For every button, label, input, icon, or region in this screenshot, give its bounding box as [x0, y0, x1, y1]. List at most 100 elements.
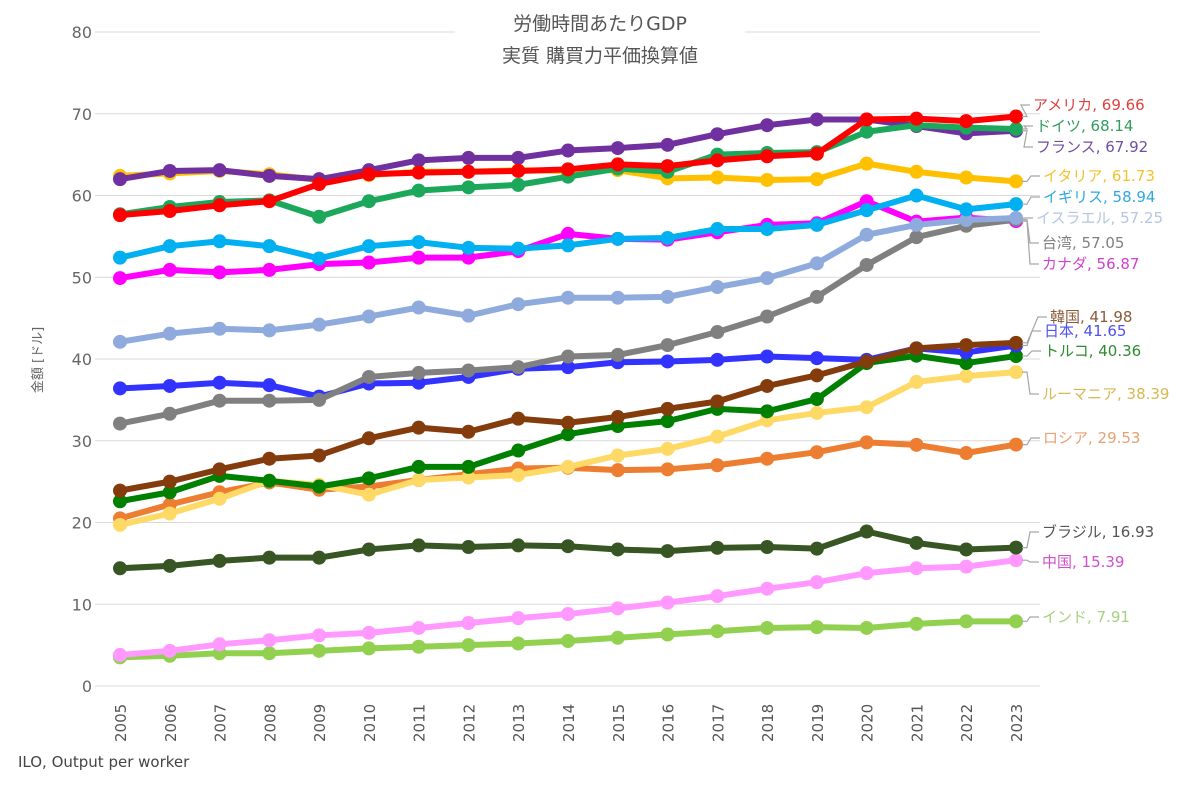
data-point	[611, 348, 625, 362]
data-point	[860, 228, 874, 242]
y-tick-label: 60	[72, 187, 92, 206]
data-point	[959, 338, 973, 352]
data-point	[213, 376, 227, 390]
data-point	[760, 452, 774, 466]
data-point	[312, 551, 326, 565]
label-connector	[1022, 532, 1039, 548]
data-point	[561, 607, 575, 621]
data-point	[262, 378, 276, 392]
data-point	[810, 406, 824, 420]
data-point	[810, 620, 824, 634]
x-tick-label: 2010	[361, 704, 379, 742]
data-point	[362, 542, 376, 556]
data-point	[760, 309, 774, 323]
data-point	[511, 444, 525, 458]
data-point	[959, 446, 973, 460]
data-point	[710, 541, 724, 555]
data-point	[661, 442, 675, 456]
data-point	[909, 561, 923, 575]
data-point	[511, 412, 525, 426]
data-point	[760, 149, 774, 163]
data-point	[710, 353, 724, 367]
data-point	[611, 631, 625, 645]
data-point	[611, 291, 625, 305]
data-point	[312, 628, 326, 642]
data-point	[661, 627, 675, 641]
data-point	[909, 230, 923, 244]
data-point	[511, 636, 525, 650]
data-point	[760, 222, 774, 236]
series-label: 台湾, 57.05	[1042, 234, 1124, 252]
data-point	[461, 363, 475, 377]
x-tick-label: 2005	[112, 704, 130, 742]
x-tick-label: 2019	[809, 704, 827, 742]
data-point	[1009, 541, 1023, 555]
data-point	[760, 540, 774, 554]
data-point	[461, 425, 475, 439]
data-point	[113, 561, 127, 575]
x-tick-label: 2023	[1008, 704, 1026, 742]
data-point	[113, 484, 127, 498]
data-point	[163, 327, 177, 341]
data-point	[113, 208, 127, 222]
data-point	[1009, 336, 1023, 350]
data-point	[1009, 174, 1023, 188]
data-point	[661, 596, 675, 610]
data-point	[810, 172, 824, 186]
data-point	[1009, 122, 1023, 136]
data-point	[163, 559, 177, 573]
data-point	[113, 271, 127, 285]
data-point	[362, 488, 376, 502]
data-point	[710, 127, 724, 141]
data-point	[860, 157, 874, 171]
data-point	[262, 239, 276, 253]
data-point	[163, 239, 177, 253]
series-ブラジル	[113, 524, 1023, 575]
data-point	[113, 417, 127, 431]
data-point	[959, 114, 973, 128]
data-point	[661, 231, 675, 245]
data-point	[312, 448, 326, 462]
data-point	[262, 263, 276, 277]
data-point	[611, 448, 625, 462]
y-tick-label: 50	[72, 268, 92, 287]
data-point	[412, 251, 426, 265]
data-point	[661, 544, 675, 558]
data-point	[561, 539, 575, 553]
data-point	[909, 536, 923, 550]
data-point	[362, 431, 376, 445]
data-point	[461, 638, 475, 652]
data-point	[412, 166, 426, 180]
data-point	[461, 309, 475, 323]
data-point	[163, 263, 177, 277]
data-point	[213, 265, 227, 279]
data-point	[611, 141, 625, 155]
label-connector	[1022, 176, 1040, 181]
series-label: フランス, 67.92	[1036, 138, 1148, 156]
data-point	[262, 169, 276, 183]
data-point	[710, 222, 724, 236]
series-ルーマニア	[113, 365, 1023, 532]
data-point	[412, 621, 426, 635]
data-point	[362, 194, 376, 208]
data-point	[461, 241, 475, 255]
series-label: ルーマニア, 38.39	[1042, 385, 1169, 403]
data-point	[312, 644, 326, 658]
data-point	[710, 153, 724, 167]
data-point	[461, 540, 475, 554]
series-label: アメリカ, 69.66	[1033, 96, 1145, 114]
data-point	[312, 318, 326, 332]
data-point	[860, 566, 874, 580]
data-point	[362, 641, 376, 655]
data-point	[213, 462, 227, 476]
data-point	[262, 194, 276, 208]
data-point	[810, 256, 824, 270]
data-point	[412, 366, 426, 380]
data-point	[262, 394, 276, 408]
data-point	[461, 165, 475, 179]
data-point	[1009, 553, 1023, 567]
y-tick-label: 80	[72, 23, 92, 42]
data-point	[611, 232, 625, 246]
data-point	[362, 167, 376, 181]
data-point	[362, 471, 376, 485]
